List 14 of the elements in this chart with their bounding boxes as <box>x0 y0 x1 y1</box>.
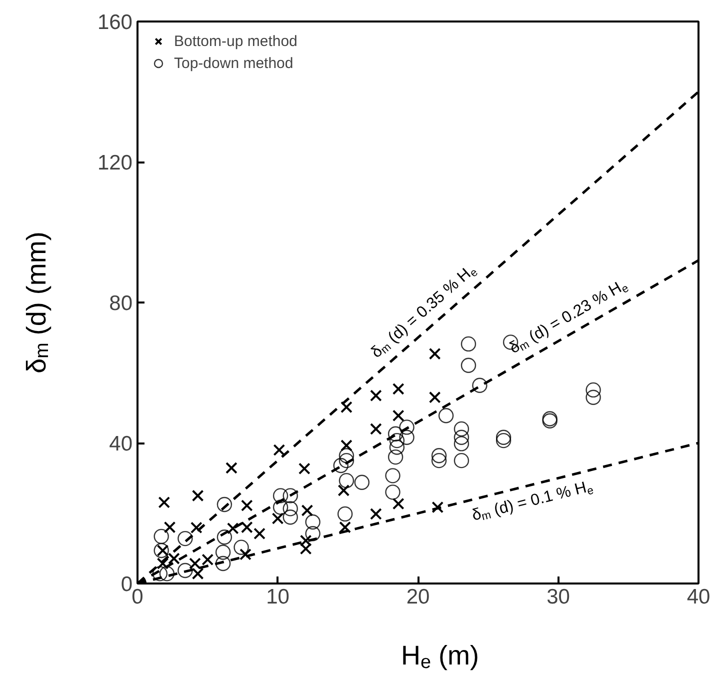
y-axis-title: δm (d) (mm) <box>22 232 53 374</box>
annotation: δm (d) = 0.1 % He <box>470 479 595 524</box>
legend-label: Top-down method <box>174 54 294 72</box>
annotation: δm (d) = 0.35 % He <box>368 265 480 362</box>
annotation: δm (d) = 0.23 % He <box>506 279 632 358</box>
x-tick-label: 40 <box>686 586 710 608</box>
y-tick-label: 40 <box>109 432 132 456</box>
y-tick-label: 80 <box>109 292 132 315</box>
y-tick-label: 120 <box>97 152 133 174</box>
legend-label: Bottom-up method <box>174 32 298 50</box>
y-tick-label: 160 <box>97 11 133 34</box>
x-tick-label: 30 <box>546 586 570 608</box>
x-tick-label: 10 <box>266 586 290 608</box>
x-tick-label: 20 <box>406 586 430 608</box>
